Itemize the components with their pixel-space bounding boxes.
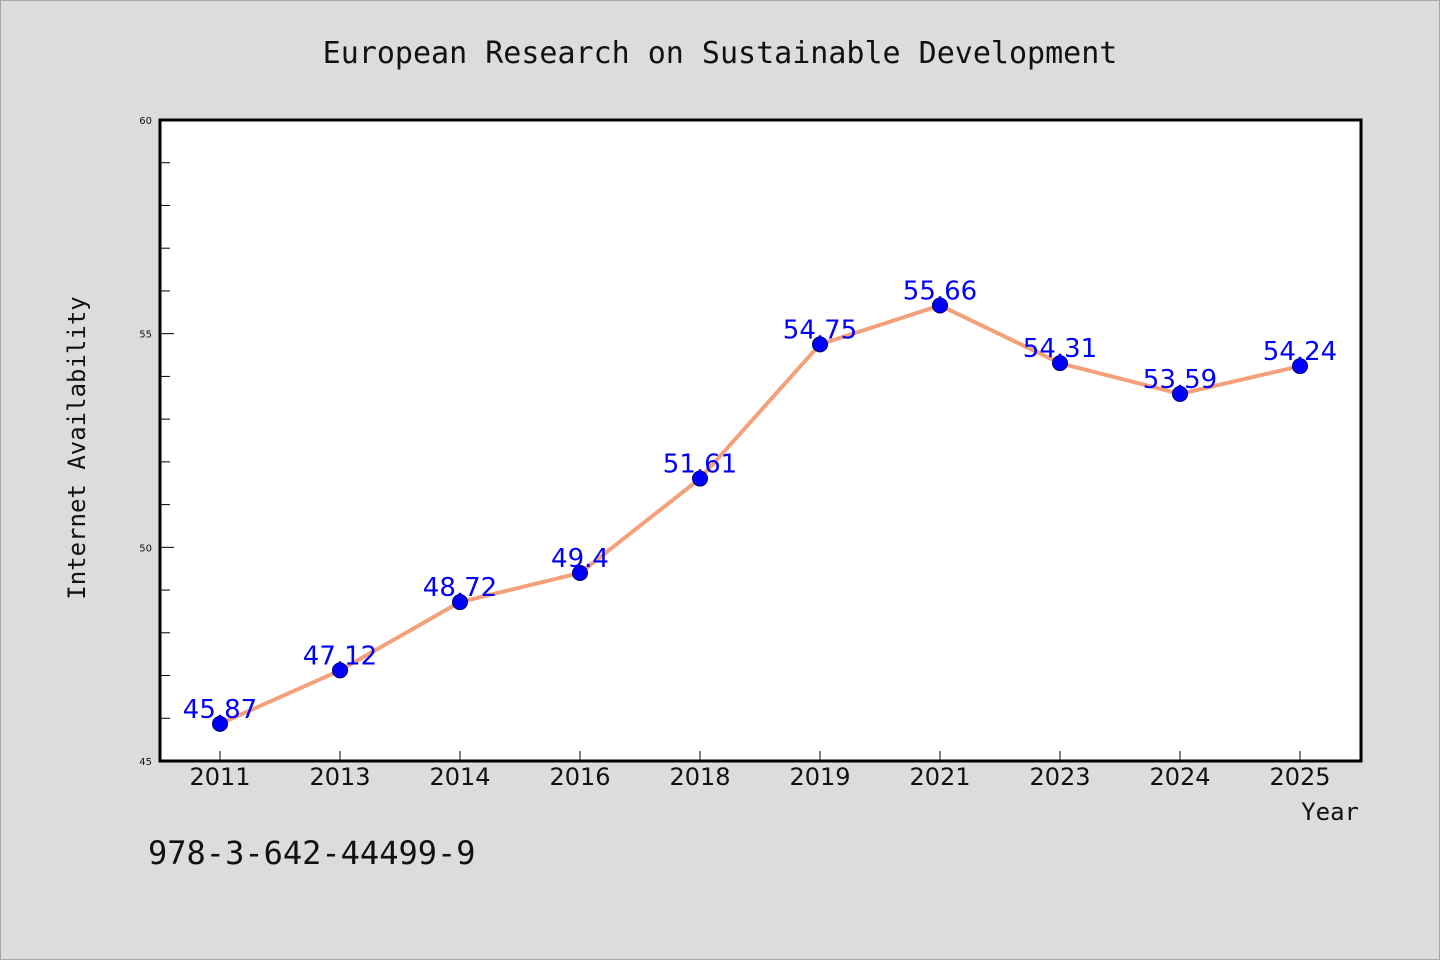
x-tick-label: 2021 [909, 763, 970, 791]
x-tick-label: 2011 [189, 763, 250, 791]
x-axis-label: Year [1301, 798, 1359, 826]
y-minor-ticks [160, 162, 170, 719]
data-point [1052, 355, 1068, 372]
x-tick-label: 2019 [789, 763, 850, 791]
data-label: 51.61 [663, 450, 737, 480]
x-axis-ticks: 2011 2013 2014 2016 2018 2019 2021 2023 2024 2025 [189, 751, 1331, 791]
data-point [1292, 358, 1308, 375]
x-tick-label: 2023 [1029, 763, 1090, 791]
data-point [1172, 385, 1188, 402]
plot-area [160, 120, 1361, 761]
x-tick-label: 2016 [549, 763, 610, 791]
data-label: 55.66 [903, 276, 977, 306]
y-tick-label: 60 [139, 116, 152, 127]
y-tick-label: 50 [139, 543, 152, 554]
data-label: 47.12 [303, 641, 377, 671]
x-tick-label: 2025 [1269, 763, 1330, 791]
plot-border [158, 118, 1363, 763]
data-point [452, 594, 468, 611]
x-tick-label: 2024 [1149, 763, 1210, 791]
data-label: 48.72 [423, 573, 497, 603]
data-label: 54.24 [1263, 337, 1337, 367]
y-tick-label: 55 [139, 330, 152, 341]
x-tick-label: 2018 [669, 763, 730, 791]
y-axis-label: Internet Availability [63, 296, 91, 599]
series-markers [212, 297, 1308, 732]
data-point [692, 470, 708, 487]
data-point [812, 336, 828, 353]
data-label: 54.75 [783, 315, 857, 345]
data-point [572, 564, 588, 581]
x-tick-label: 2013 [309, 763, 370, 791]
data-point [932, 297, 948, 314]
chart-title: European Research on Sustainable Develop… [323, 36, 1118, 71]
isbn-text: 978-3-642-44499-9 [148, 834, 476, 872]
data-label: 54.31 [1023, 334, 1097, 364]
y-tick-label: 45 [139, 757, 152, 768]
data-label: 53.59 [1143, 365, 1217, 395]
series-line [219, 303, 1301, 726]
data-label: 49.4 [551, 544, 609, 574]
x-tick-label: 2014 [429, 763, 490, 791]
data-labels: 45.87 47.12 48.72 49.4 51.61 54.75 55.66 54.31 5… [183, 276, 1337, 724]
data-label: 45.87 [183, 695, 257, 725]
data-point [332, 662, 348, 679]
data-point [212, 715, 228, 732]
